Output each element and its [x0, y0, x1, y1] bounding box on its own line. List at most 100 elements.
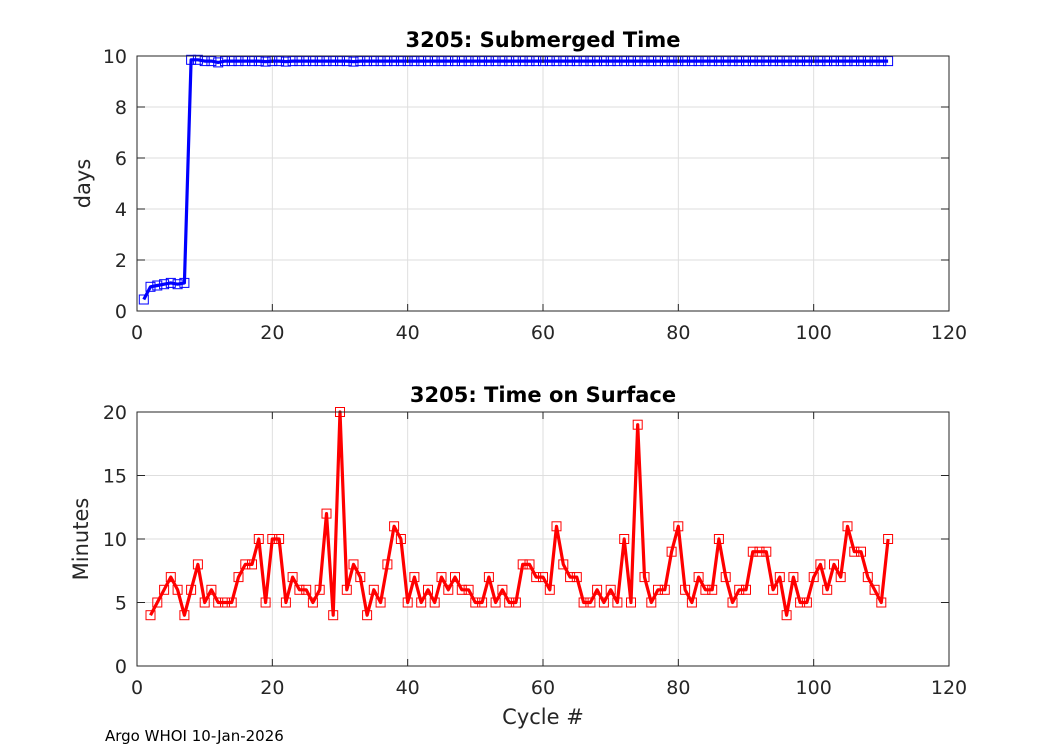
data-point	[517, 559, 528, 570]
data-point	[619, 56, 630, 67]
data-point	[646, 56, 657, 67]
data-point	[192, 54, 203, 65]
data-point	[754, 546, 765, 557]
data-point	[774, 56, 785, 67]
data-point	[883, 534, 894, 544]
data-point	[727, 56, 738, 67]
data-point	[734, 584, 745, 595]
data-point	[578, 597, 589, 608]
data-point	[199, 56, 210, 67]
data-point	[179, 277, 190, 288]
data-point	[395, 56, 406, 67]
x-tick-label: 60	[531, 677, 555, 699]
data-point	[686, 56, 697, 67]
y-tick-label: 5	[115, 593, 127, 615]
tick-marks	[136, 55, 950, 312]
data-point	[598, 56, 609, 67]
data-point	[436, 572, 447, 583]
data-point	[666, 56, 677, 67]
y-axis-label: days	[71, 159, 95, 209]
y-tick-label: 0	[115, 301, 127, 323]
data-point	[402, 597, 413, 608]
data-point	[179, 610, 190, 621]
data-point	[673, 521, 684, 532]
data-point	[632, 56, 643, 67]
data-point	[233, 56, 244, 67]
data-point	[490, 597, 501, 608]
data-point	[504, 56, 515, 67]
data-point	[639, 56, 650, 67]
data-point	[321, 508, 332, 519]
x-tick-label: 80	[666, 322, 690, 344]
data-point	[869, 56, 880, 67]
data-point	[490, 56, 501, 67]
data-point	[477, 56, 488, 67]
data-point	[206, 56, 217, 67]
data-point	[822, 56, 833, 67]
data-point	[362, 610, 373, 621]
data-point	[220, 56, 230, 67]
data-point	[598, 597, 609, 608]
data-point	[213, 597, 224, 608]
data-point	[247, 56, 257, 67]
data-point	[287, 56, 298, 67]
data-point	[206, 584, 217, 595]
data-point	[565, 572, 576, 583]
data-point	[795, 597, 806, 608]
data-point	[565, 56, 576, 67]
data-point	[416, 597, 427, 608]
data-point	[538, 572, 548, 583]
data-point	[585, 56, 596, 67]
data-point	[247, 559, 257, 570]
series-time-on-surface	[145, 407, 894, 621]
data-point	[720, 572, 731, 583]
y-tick-label: 4	[115, 199, 127, 221]
data-point	[348, 559, 359, 570]
data-point	[815, 56, 826, 67]
data-point	[761, 56, 772, 67]
data-point	[165, 277, 176, 288]
data-point	[686, 597, 697, 608]
data-point	[294, 584, 305, 595]
data-point	[801, 597, 812, 608]
y-tick-label: 0	[115, 656, 127, 678]
y-tick-labels: 0 2 4 6 8 10	[103, 46, 127, 323]
data-point	[795, 56, 806, 67]
data-point	[592, 56, 603, 67]
data-point	[680, 584, 691, 595]
data-point	[483, 572, 494, 583]
data-point	[659, 584, 670, 595]
data-point	[504, 597, 515, 608]
x-tick-label: 80	[666, 677, 690, 699]
data-point	[213, 57, 224, 68]
x-tick-label: 20	[260, 677, 284, 699]
data-point	[741, 56, 751, 67]
data-point	[341, 584, 352, 595]
x-tick-label: 100	[796, 677, 832, 699]
data-point	[423, 584, 433, 595]
data-point	[145, 610, 156, 621]
y-axis-label: Minutes	[69, 498, 93, 581]
data-point	[788, 56, 799, 67]
data-point	[328, 56, 339, 67]
data-point	[876, 597, 887, 608]
data-point	[862, 56, 873, 67]
x-tick-label: 40	[396, 677, 420, 699]
data-point	[463, 584, 474, 595]
y-tick-label: 8	[115, 97, 127, 119]
data-point	[592, 584, 603, 595]
data-point	[226, 56, 237, 67]
data-point	[707, 56, 718, 67]
data-point	[159, 584, 170, 595]
data-point	[829, 56, 839, 67]
data-point	[713, 56, 724, 67]
data-point	[700, 584, 711, 595]
chart-title: 3205: Submerged Time	[405, 28, 680, 52]
data-point	[835, 56, 846, 67]
data-point	[862, 572, 873, 583]
data-point	[260, 597, 271, 608]
data-point	[240, 56, 251, 67]
data-point	[280, 56, 291, 67]
data-point	[605, 56, 616, 67]
data-point	[869, 584, 880, 595]
